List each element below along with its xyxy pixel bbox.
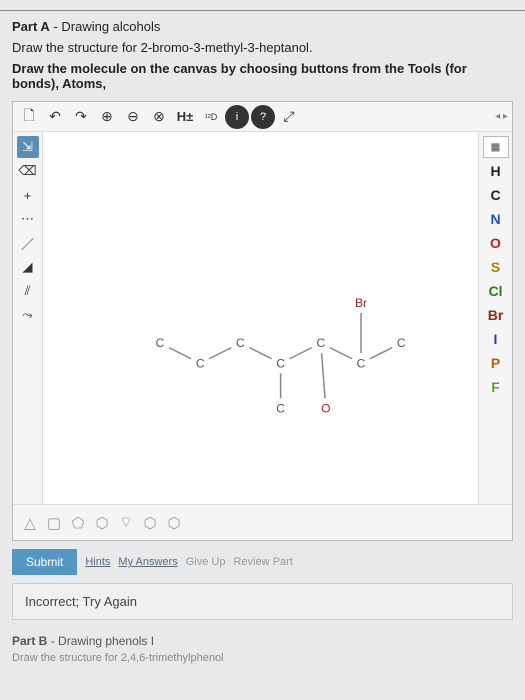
hydrogen-toggle[interactable]: H± — [173, 105, 197, 129]
right-toolbar: ▦HCNOSClBrIPF — [478, 132, 512, 504]
my-answers-link[interactable]: My Answers — [118, 556, 177, 568]
svg-text:C: C — [196, 356, 205, 370]
atom-Br[interactable]: Br — [483, 304, 509, 326]
part-b-label: Part B — [12, 634, 47, 648]
give-up-link[interactable]: Give Up — [186, 556, 226, 568]
expand-icon[interactable]: ⤢ — [277, 105, 301, 129]
review-part-link[interactable]: Review Part — [233, 556, 292, 568]
zoom-out-icon[interactable]: ⊖ — [121, 105, 145, 129]
redo-icon[interactable]: ↷ — [69, 105, 93, 129]
svg-text:O: O — [321, 402, 330, 416]
top-toolbar: 🗋 ↶ ↷ ⊕ ⊖ ⊗ H± ¹²D i ? ⤢ ◂ ▸ — [13, 102, 512, 132]
atom-F[interactable]: F — [483, 376, 509, 398]
molecule-svg: C C C C C C C C O Br — [43, 132, 478, 504]
left-toolbar: ⇲⌫+⋯／◢⫽⤳ — [13, 132, 43, 504]
part-a-title: Drawing alcohols — [61, 19, 160, 34]
new-icon[interactable]: 🗋 — [17, 105, 41, 129]
atom-N[interactable]: N — [483, 208, 509, 230]
hints-link[interactable]: Hints — [85, 556, 110, 568]
svg-text:C: C — [397, 336, 406, 350]
part-b-header: Part B - Drawing phenols I Draw the stru… — [12, 634, 513, 664]
part-a-header: Part A - Drawing alcohols — [0, 10, 525, 38]
ring-template-2[interactable]: ⬠ — [69, 514, 87, 532]
info-icon[interactable]: i — [225, 105, 249, 129]
atom-H[interactable]: H — [483, 160, 509, 182]
atom-ptable[interactable]: ▦ — [483, 136, 509, 158]
ring-template-3[interactable]: ⬡ — [93, 514, 111, 532]
zoom-in-icon[interactable]: ⊕ — [95, 105, 119, 129]
instruction-2: Draw the molecule on the canvas by choos… — [0, 59, 525, 95]
atom-O[interactable]: O — [483, 232, 509, 254]
tool-wedge[interactable]: ◢ — [17, 256, 39, 278]
action-row: Submit Hints My Answers Give Up Review P… — [12, 549, 513, 575]
instruction-1: Draw the structure for 2-bromo-3-methyl-… — [0, 38, 525, 59]
part-b-instruction: Draw the structure for 2,4,6-trimethylph… — [12, 652, 513, 664]
atom-P[interactable]: P — [483, 352, 509, 374]
svg-text:C: C — [276, 402, 285, 416]
ring-template-1[interactable]: ▢ — [45, 514, 63, 532]
atom-C[interactable]: C — [483, 184, 509, 206]
page: Part A - Drawing alcohols Draw the struc… — [0, 0, 525, 700]
ring-template-4[interactable]: ⌔ — [117, 514, 135, 532]
feedback-box: Incorrect; Try Again — [12, 583, 513, 620]
submit-button[interactable]: Submit — [12, 549, 77, 575]
isotope-icon[interactable]: ¹²D — [199, 105, 223, 129]
part-b-title: Drawing phenols I — [58, 634, 154, 648]
ring-template-0[interactable]: △ — [21, 514, 39, 532]
toolbar-nav[interactable]: ◂ ▸ — [495, 111, 508, 122]
help-icon[interactable]: ? — [251, 105, 275, 129]
tool-move[interactable]: ⇲ — [17, 136, 39, 158]
molecule-editor: 🗋 ↶ ↷ ⊕ ⊖ ⊗ H± ¹²D i ? ⤢ ◂ ▸ ⇲⌫+⋯／◢⫽⤳ ▦H… — [12, 101, 513, 541]
tool-erase[interactable]: ⌫ — [17, 160, 39, 182]
atom-Cl[interactable]: Cl — [483, 280, 509, 302]
atom-S[interactable]: S — [483, 256, 509, 278]
atom-I[interactable]: I — [483, 328, 509, 350]
tool-charge[interactable]: + — [17, 184, 39, 206]
bottom-toolbar: △ ▢ ⬠ ⬡ ⌔ ⬡ ⬡ — [13, 504, 512, 540]
svg-text:C: C — [236, 336, 245, 350]
tool-hash[interactable]: ⫽ — [17, 280, 39, 302]
svg-text:C: C — [316, 336, 325, 350]
svg-text:C: C — [156, 336, 165, 350]
svg-text:C: C — [357, 356, 366, 370]
ring-template-5[interactable]: ⬡ — [141, 514, 159, 532]
svg-text:Br: Br — [355, 296, 367, 310]
tool-single[interactable]: ／ — [17, 232, 39, 254]
tool-chain[interactable]: ⤳ — [17, 304, 39, 326]
part-a-label: Part A — [12, 19, 50, 34]
undo-icon[interactable]: ↶ — [43, 105, 67, 129]
ring-template-6[interactable]: ⬡ — [165, 514, 183, 532]
tool-dash[interactable]: ⋯ — [17, 208, 39, 230]
zoom-fit-icon[interactable]: ⊗ — [147, 105, 171, 129]
drawing-canvas[interactable]: C C C C C C C C O Br — [43, 132, 478, 504]
svg-text:C: C — [276, 356, 285, 370]
